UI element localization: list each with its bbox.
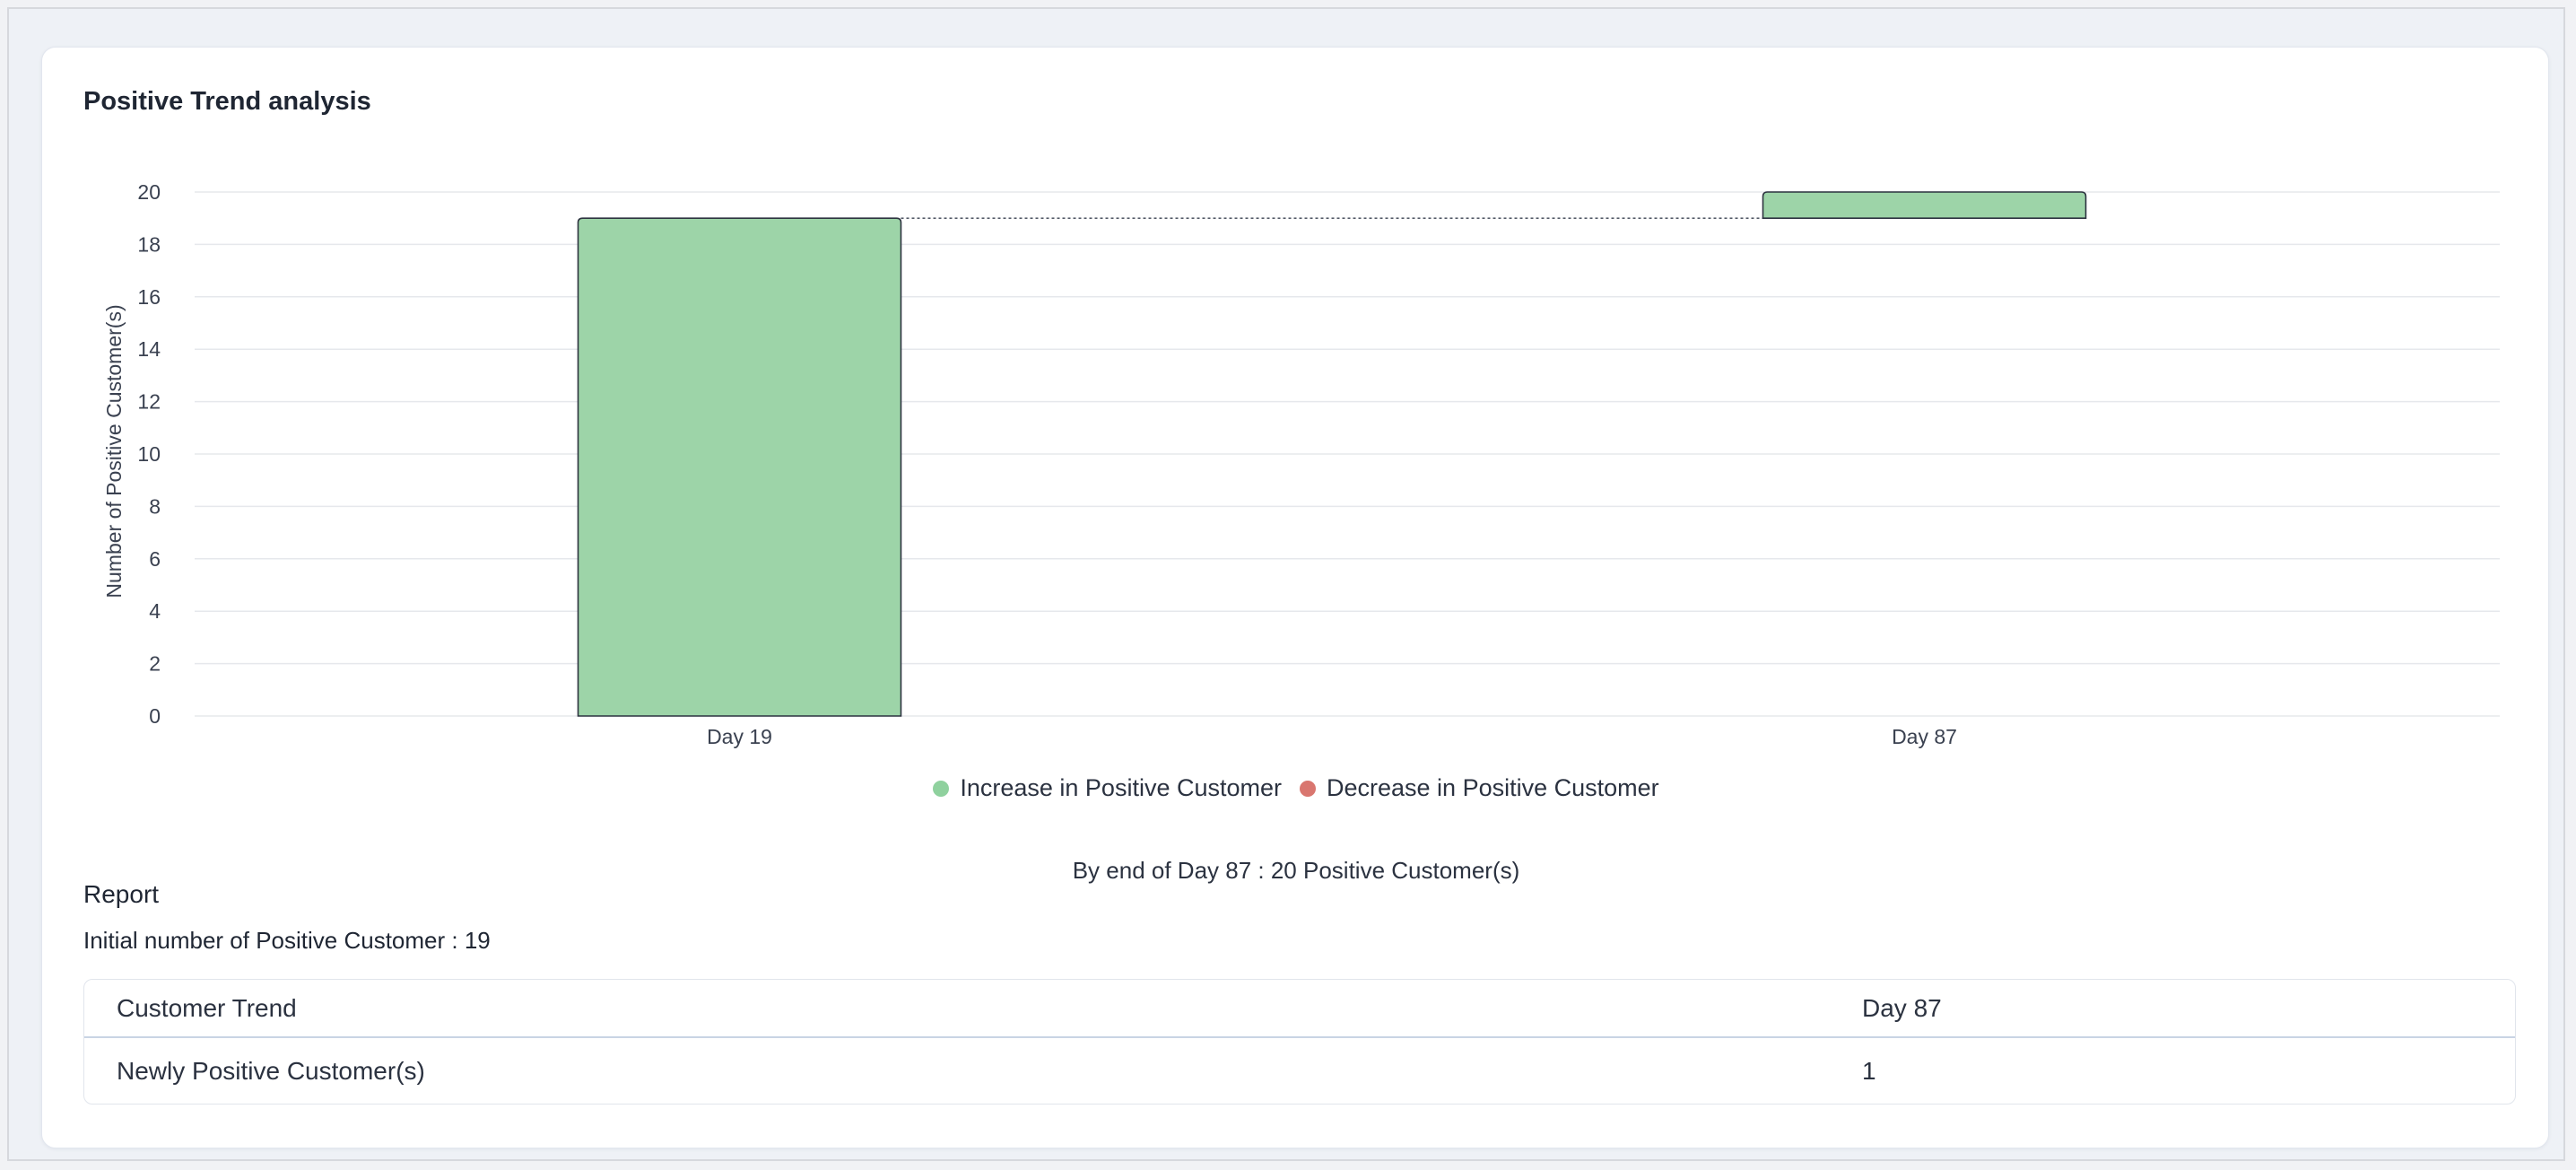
x-tick-labels: Day 19 Day 87 [707,725,1957,748]
y-tick-label: 8 [149,494,161,518]
y-tick-label: 10 [137,442,161,466]
bars [577,191,2087,717]
legend-marker-decrease [1300,780,1316,797]
legend-label-decrease: Decrease in Positive Customer [1327,774,1659,801]
header-day-87: Day 87 [1862,993,1942,1022]
bar-day-19[interactable] [577,217,902,717]
legend-marker-increase [933,780,950,797]
header-customer-trend: Customer Trend [117,993,297,1022]
card-title: Positive Trend analysis [83,87,371,116]
window-frame: Positive Trend analysis 0 2 4 6 8 10 12 14 16 18 2… [7,7,2565,1161]
row-label: Newly Positive Customer(s) [117,1056,425,1085]
row-value: 1 [1862,1056,1876,1085]
chart-legend: Increase in Positive Customer Decrease i… [42,774,2550,802]
report-heading: Report [83,880,160,908]
y-tick-labels: 0 2 4 6 8 10 12 14 16 18 20 [137,180,161,728]
table-row: Newly Positive Customer(s) 1 [84,1037,2515,1104]
bar-day-87[interactable] [1762,191,2087,219]
y-tick-label: 6 [149,547,161,571]
legend-item-decrease[interactable]: Decrease in Positive Customer [1300,774,1659,802]
x-tick-label: Day 19 [707,725,772,748]
trend-card: Positive Trend analysis 0 2 4 6 8 10 12 14 16 18 2… [41,47,2549,1148]
initial-count-text: Initial number of Positive Customer : 19 [83,927,491,954]
x-tick-label: Day 87 [1892,725,1957,748]
y-tick-label: 20 [137,180,161,204]
y-tick-label: 18 [137,232,161,256]
grid-lines [195,191,2500,717]
y-axis-label: Number of Positive Customer(s) [102,304,126,598]
table-header-row: Customer Trend Day 87 [84,980,2515,1037]
waterfall-chart: 0 2 4 6 8 10 12 14 16 18 20 Day 19 Day 87 Number of… [102,180,2500,748]
y-tick-label: 2 [149,652,161,676]
y-tick-label: 14 [137,337,161,361]
y-tick-label: 4 [149,599,161,623]
trend-table: Customer Trend Day 87 Newly Positive Cus… [83,979,2516,1105]
y-tick-label: 12 [137,390,161,414]
legend-item-increase[interactable]: Increase in Positive Customer [933,774,1282,802]
y-tick-label: 0 [149,704,161,728]
legend-label-increase: Increase in Positive Customer [960,774,1282,801]
chart-summary: By end of Day 87 : 20 Positive Customer(… [1072,857,1520,884]
y-tick-label: 16 [137,285,161,309]
